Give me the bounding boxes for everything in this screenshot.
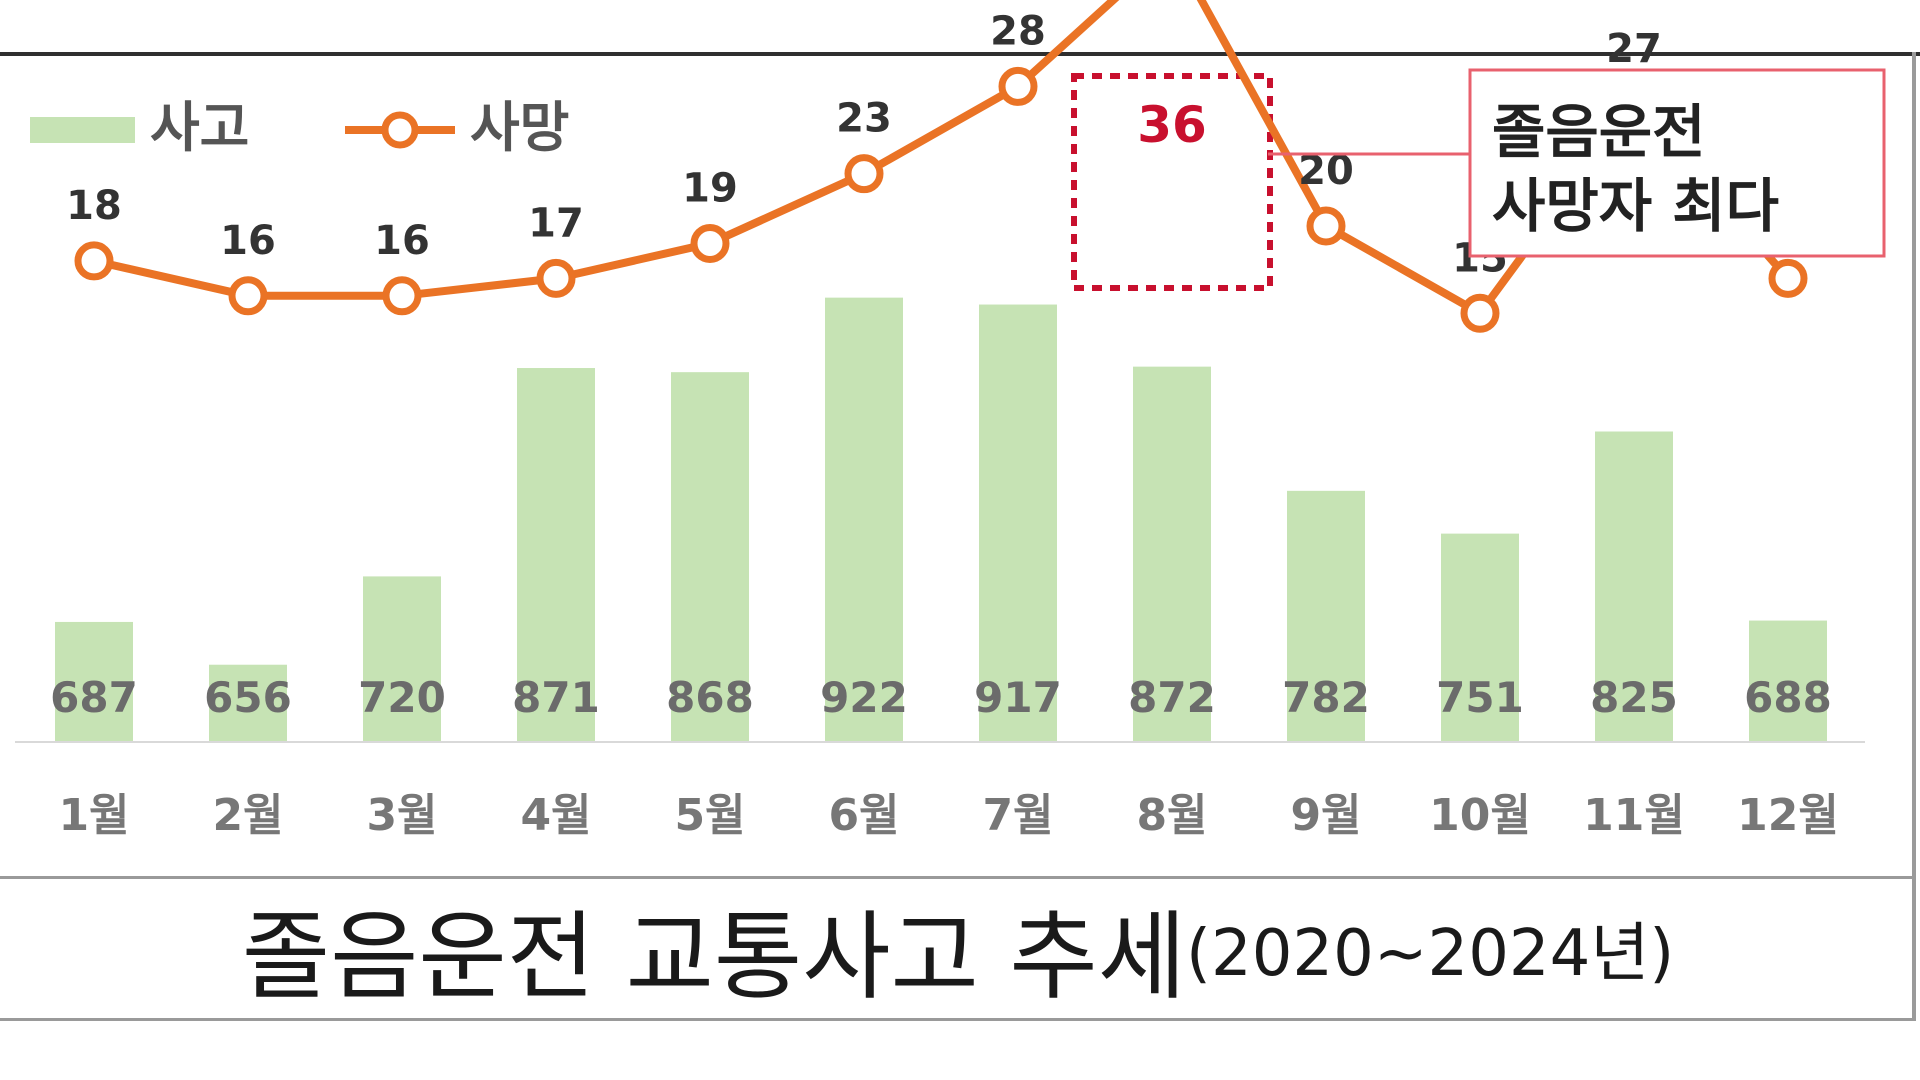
accident-bar xyxy=(1441,533,1519,742)
accident-value-label: 720 xyxy=(358,673,446,722)
death-marker xyxy=(382,276,422,316)
death-value-label: 36 xyxy=(1137,96,1207,154)
death-value-label: 16 xyxy=(374,218,430,264)
death-marker xyxy=(1768,258,1808,298)
accident-value-label: 656 xyxy=(204,673,292,722)
legend-accident-label: 사고 xyxy=(150,96,249,159)
accident-bar xyxy=(1749,620,1827,742)
caption-title: 졸음운전 교통사고 추세 xyxy=(241,900,1187,1013)
x-tick-label: 5월 xyxy=(674,790,745,841)
x-tick-label: 8월 xyxy=(1136,790,1207,841)
accident-bar xyxy=(1595,431,1673,742)
accident-value-label: 868 xyxy=(666,673,754,722)
death-value-label: 16 xyxy=(220,218,276,264)
death-marker xyxy=(74,241,114,281)
frame-top-border xyxy=(0,52,1920,56)
accident-value-label: 782 xyxy=(1282,673,1370,722)
x-tick-label: 9월 xyxy=(1290,790,1361,841)
death-marker xyxy=(690,223,730,263)
x-tick-label: 2월 xyxy=(212,790,283,841)
x-tick-label: 6월 xyxy=(828,790,899,841)
accident-value-label: 825 xyxy=(1590,673,1678,722)
caption-years: (2020~2024년) xyxy=(1186,917,1675,991)
accident-value-label: 872 xyxy=(1128,673,1216,722)
death-value-label: 28 xyxy=(990,8,1046,54)
x-tick-label: 10월 xyxy=(1429,790,1531,841)
accident-value-label: 871 xyxy=(512,673,600,722)
annotation-text-line1: 졸음운전 xyxy=(1492,98,1705,166)
death-marker xyxy=(536,258,576,298)
accident-bar xyxy=(209,664,287,742)
death-value-label: 18 xyxy=(66,183,122,229)
legend-death-label: 사망 xyxy=(470,96,569,159)
accident-bar xyxy=(979,304,1057,742)
accident-bar xyxy=(825,297,903,742)
frame-right-border xyxy=(1912,52,1916,1020)
x-tick-label: 3월 xyxy=(366,790,437,841)
chart-caption: 졸음운전 교통사고 추세 (2020~2024년) xyxy=(0,880,1916,1016)
frame-divider xyxy=(0,876,1916,879)
death-marker xyxy=(844,154,884,194)
death-value-label: 17 xyxy=(528,200,584,246)
x-tick-label: 7월 xyxy=(982,790,1053,841)
x-tick-label: 12월 xyxy=(1737,790,1839,841)
accident-bar xyxy=(363,576,441,742)
death-value-label: 27 xyxy=(1606,26,1662,72)
x-tick-label: 4월 xyxy=(520,790,591,841)
accident-bars xyxy=(55,297,1827,742)
traffic-accident-chart: 사고 사망 687 656 720 871 868 922 917 872 782 751 825 6… xyxy=(15,0,1886,841)
accident-value-label: 917 xyxy=(974,673,1062,722)
death-marker xyxy=(1306,206,1346,246)
accident-value-label: 922 xyxy=(820,673,908,722)
accident-bar xyxy=(55,621,133,742)
accident-bar xyxy=(1287,490,1365,742)
death-value-label: 23 xyxy=(836,96,892,142)
accident-value-label: 688 xyxy=(1744,673,1832,722)
death-marker xyxy=(228,276,268,316)
accident-bar xyxy=(517,368,595,742)
accident-value-label: 751 xyxy=(1436,673,1524,722)
accident-value-labels: 687 656 720 871 868 922 917 872 782 751 825 688 xyxy=(50,673,1832,722)
annotation-text-line2: 사망자 최다 xyxy=(1492,172,1779,240)
death-marker xyxy=(1460,293,1500,333)
x-tick-label: 11월 xyxy=(1583,790,1685,841)
accident-bar xyxy=(671,372,749,742)
annotation-box xyxy=(1468,68,1886,258)
x-tick-labels: 1월 2월 3월 4월 5월 6월 7월 8월 9월 10월 11월 12월 xyxy=(58,790,1838,841)
legend: 사고 사망 xyxy=(30,96,569,159)
legend-death-marker xyxy=(381,111,419,149)
legend-accident-swatch xyxy=(30,117,135,143)
death-marker xyxy=(998,66,1038,106)
x-tick-label: 1월 xyxy=(58,790,129,841)
frame-bottom-border xyxy=(0,1018,1916,1021)
peak-highlight-box xyxy=(1071,73,1273,291)
death-series-line xyxy=(93,0,1791,318)
accident-bar xyxy=(1133,366,1211,742)
death-value-label: 20 xyxy=(1298,148,1354,194)
death-value-label: 19 xyxy=(682,165,738,211)
accident-value-label: 687 xyxy=(50,673,138,722)
